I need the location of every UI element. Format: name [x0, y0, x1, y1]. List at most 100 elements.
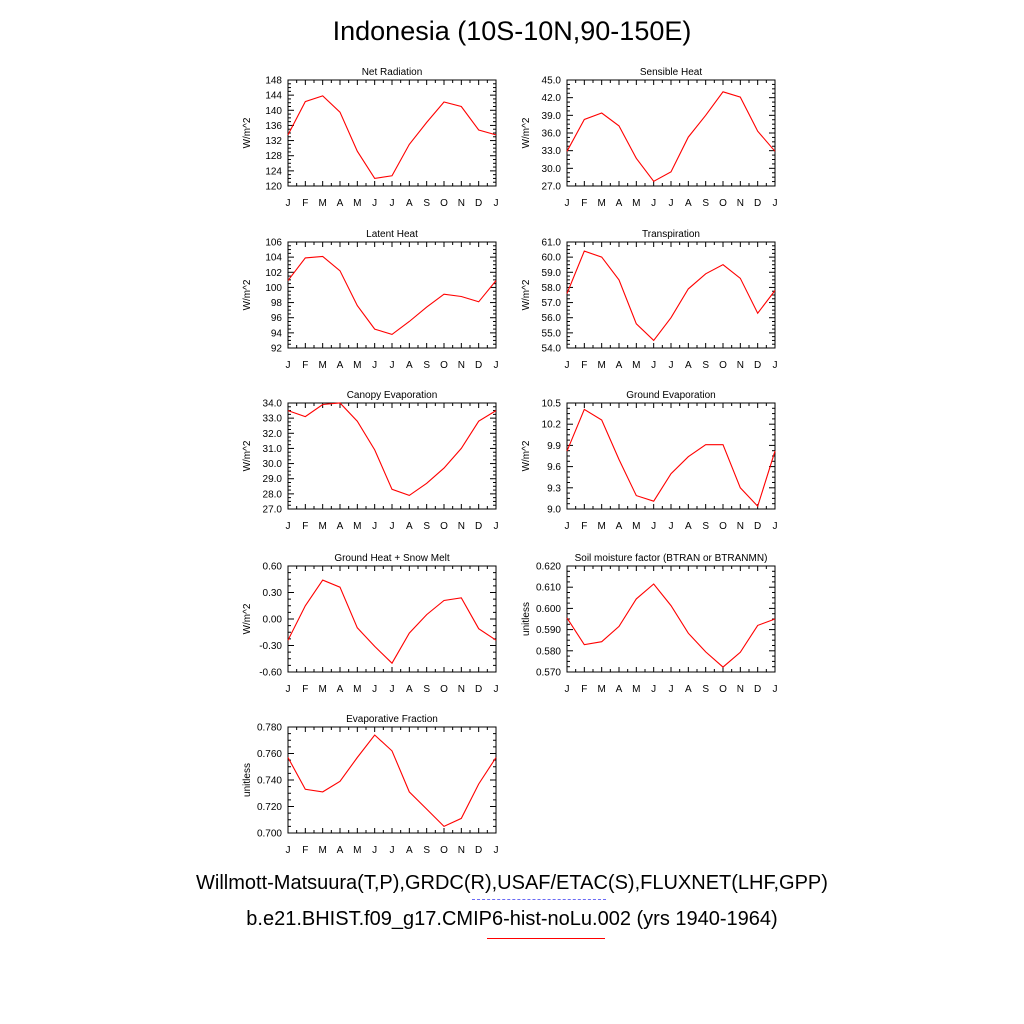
panel-evaporative-fraction-xtick-label: J — [286, 845, 291, 856]
panel-evaporative-fraction-ytick-label: 0.780 — [257, 723, 282, 734]
panel-canopy-evaporation-xtick-label: A — [406, 521, 413, 532]
panel-canopy-evaporation: J F M A M J J A S O N D J27.028.029.030.031.032.033.… — [242, 390, 499, 532]
panel-transpiration-ytick-label: 61.0 — [542, 238, 562, 249]
panel-transpiration-xtick-label: J — [565, 360, 570, 371]
panel-sensible-heat-xtick-label: J — [651, 198, 656, 209]
panel-ground-heat-snow-melt-ytick-label: 0.00 — [263, 615, 283, 626]
panel-transpiration-ytick-label: 59.0 — [542, 268, 562, 279]
panel-evaporative-fraction-xtick-label: J — [494, 845, 499, 856]
panel-latent-heat-xtick-label: M — [318, 360, 326, 371]
panel-ground-evaporation-xtick-label: J — [773, 521, 778, 532]
panel-evaporative-fraction-xtick-label: J — [390, 845, 395, 856]
panel-ground-heat-snow-melt-xtick-label: A — [406, 684, 413, 695]
panel-net-radiation-ytick-label: 132 — [265, 136, 282, 147]
panel-ground-heat-snow-melt-xtick-label: J — [372, 684, 377, 695]
panel-transpiration-xtick-label: J — [651, 360, 656, 371]
panel-sensible-heat-xtick-label: J — [565, 198, 570, 209]
panel-net-radiation-xtick-label: F — [302, 198, 308, 209]
panel-canopy-evaporation-xtick-label: M — [353, 521, 361, 532]
panel-transpiration-ylabel: W/m^2 — [521, 279, 532, 310]
panel-net-radiation-ytick-label: 136 — [265, 121, 282, 132]
panel-sensible-heat-xtick-label: A — [616, 198, 623, 209]
panel-evaporative-fraction-xtick-label: O — [440, 845, 448, 856]
panel-canopy-evaporation-xtick-label: M — [318, 521, 326, 532]
panel-transpiration-xtick-label: F — [581, 360, 587, 371]
panel-canopy-evaporation-ytick-label: 31.0 — [263, 444, 283, 455]
panel-transpiration-xtick-label: J — [773, 360, 778, 371]
panel-latent-heat-xtick-label: S — [423, 360, 430, 371]
panel-canopy-evaporation-ytick-label: 34.0 — [263, 399, 283, 410]
panel-transpiration-xtick-label: S — [702, 360, 709, 371]
panel-soil-moisture-factor-btran-or-btranmn: J F M A M J J A S O N D J0.5700.5800.5900.6000.6100.… — [521, 553, 778, 695]
panel-transpiration-ytick-label: 60.0 — [542, 253, 562, 264]
panel-transpiration-xtick-label: A — [616, 360, 623, 371]
panel-latent-heat-xtick-label: J — [494, 360, 499, 371]
panel-evaporative-fraction-frame — [287, 726, 497, 834]
panel-soil-moisture-factor-btran-or-btranmn-xtick-label: A — [616, 684, 623, 695]
panel-latent-heat-ytick-label: 100 — [265, 283, 282, 294]
panel-ground-evaporation-xtick-label: M — [632, 521, 640, 532]
panel-evaporative-fraction-ytick-label: 0.740 — [257, 776, 282, 787]
panel-sensible-heat: J F M A M J J A S O N D J27.030.033.036.039.042.045.… — [521, 67, 778, 209]
panel-net-radiation-ytick-label: 144 — [265, 91, 282, 102]
panel-sensible-heat-xtick-label: N — [737, 198, 744, 209]
panel-evaporative-fraction-xtick-label: M — [318, 845, 326, 856]
panel-ground-heat-snow-melt-xtick-label: D — [475, 684, 482, 695]
panel-latent-heat-xtick-label: M — [353, 360, 361, 371]
panel-soil-moisture-factor-btran-or-btranmn-ytick-label: 0.620 — [536, 562, 561, 573]
panel-ground-heat-snow-melt-ytick-label: 0.30 — [263, 588, 283, 599]
panel-net-radiation-xtick-label: A — [406, 198, 413, 209]
panel-ground-heat-snow-melt-ylabel: W/m^2 — [242, 603, 253, 634]
panel-evaporative-fraction: J F M A M J J A S O N D J0.7000.7200.7400.7600.780Ev… — [242, 714, 499, 856]
panel-evaporative-fraction-ytick-label: 0.700 — [257, 829, 282, 840]
panel-latent-heat-ytick-label: 92 — [271, 344, 283, 355]
panel-transpiration-ytick-label: 54.0 — [542, 344, 562, 355]
page-title: Indonesia (10S-10N,90-150E) — [332, 16, 692, 46]
panel-ground-evaporation-xtick-label: D — [754, 521, 761, 532]
panel-ground-evaporation: J F M A M J J A S O N D J9.09.39.69.910.210.5Ground … — [521, 390, 778, 532]
panel-sensible-heat-series-line — [566, 91, 776, 183]
panel-evaporative-fraction-xtick-label: F — [302, 845, 308, 856]
panel-transpiration-xtick-label: J — [669, 360, 674, 371]
panel-ground-evaporation-xtick-label: F — [581, 521, 587, 532]
panel-latent-heat-ytick-label: 96 — [271, 313, 283, 324]
panel-transpiration-ytick-label: 58.0 — [542, 283, 562, 294]
panel-ground-evaporation-xtick-label: A — [616, 521, 623, 532]
panel-net-radiation-xtick-label: J — [390, 198, 395, 209]
panel-evaporative-fraction-title: Evaporative Fraction — [346, 714, 438, 725]
panel-soil-moisture-factor-btran-or-btranmn-xtick-label: J — [565, 684, 570, 695]
panel-latent-heat-ytick-label: 104 — [265, 253, 282, 264]
panel-net-radiation-xtick-label: A — [337, 198, 344, 209]
panel-latent-heat-ytick-label: 102 — [265, 268, 282, 279]
panel-soil-moisture-factor-btran-or-btranmn-xtick-label: D — [754, 684, 761, 695]
panel-latent-heat: J F M A M J J A S O N D J92949698100102104106Latent … — [242, 229, 499, 371]
panel-net-radiation-ytick-label: 140 — [265, 106, 282, 117]
panel-soil-moisture-factor-btran-or-btranmn-xtick-label: A — [685, 684, 692, 695]
panel-transpiration-xtick-label: M — [632, 360, 640, 371]
panel-canopy-evaporation-ylabel: W/m^2 — [242, 440, 253, 471]
panel-net-radiation-ytick-label: 148 — [265, 76, 282, 87]
panel-canopy-evaporation-xtick-label: A — [337, 521, 344, 532]
panel-ground-evaporation-frame — [566, 402, 776, 510]
panel-ground-evaporation-ytick-label: 10.2 — [542, 420, 562, 431]
panel-transpiration-xtick-label: M — [597, 360, 605, 371]
panel-sensible-heat-xtick-label: A — [685, 198, 692, 209]
panel-ground-evaporation-ytick-label: 10.5 — [542, 399, 562, 410]
panel-evaporative-fraction-xtick-label: A — [406, 845, 413, 856]
panel-evaporative-fraction-xtick-label: D — [475, 845, 482, 856]
panel-canopy-evaporation-xtick-label: N — [458, 521, 465, 532]
legend-observations-label: Willmott-Matsuura(T,P),GRDC(R),USAF/ETAC… — [196, 872, 828, 894]
panel-sensible-heat-xtick-label: J — [773, 198, 778, 209]
panel-ground-heat-snow-melt-xtick-label: S — [423, 684, 430, 695]
panel-canopy-evaporation-xtick-label: D — [475, 521, 482, 532]
panel-net-radiation-xtick-label: J — [494, 198, 499, 209]
panel-ground-heat-snow-melt-xtick-label: J — [286, 684, 291, 695]
panel-ground-evaporation-ytick-label: 9.3 — [547, 483, 561, 494]
panel-latent-heat-ylabel: W/m^2 — [242, 279, 253, 310]
panel-ground-heat-snow-melt-xtick-label: F — [302, 684, 308, 695]
panel-net-radiation-ytick-label: 120 — [265, 182, 282, 193]
panel-ground-heat-snow-melt-xtick-label: O — [440, 684, 448, 695]
panel-sensible-heat-ytick-label: 45.0 — [542, 76, 562, 87]
panel-sensible-heat-xtick-label: M — [632, 198, 640, 209]
panel-sensible-heat-ytick-label: 42.0 — [542, 93, 562, 104]
